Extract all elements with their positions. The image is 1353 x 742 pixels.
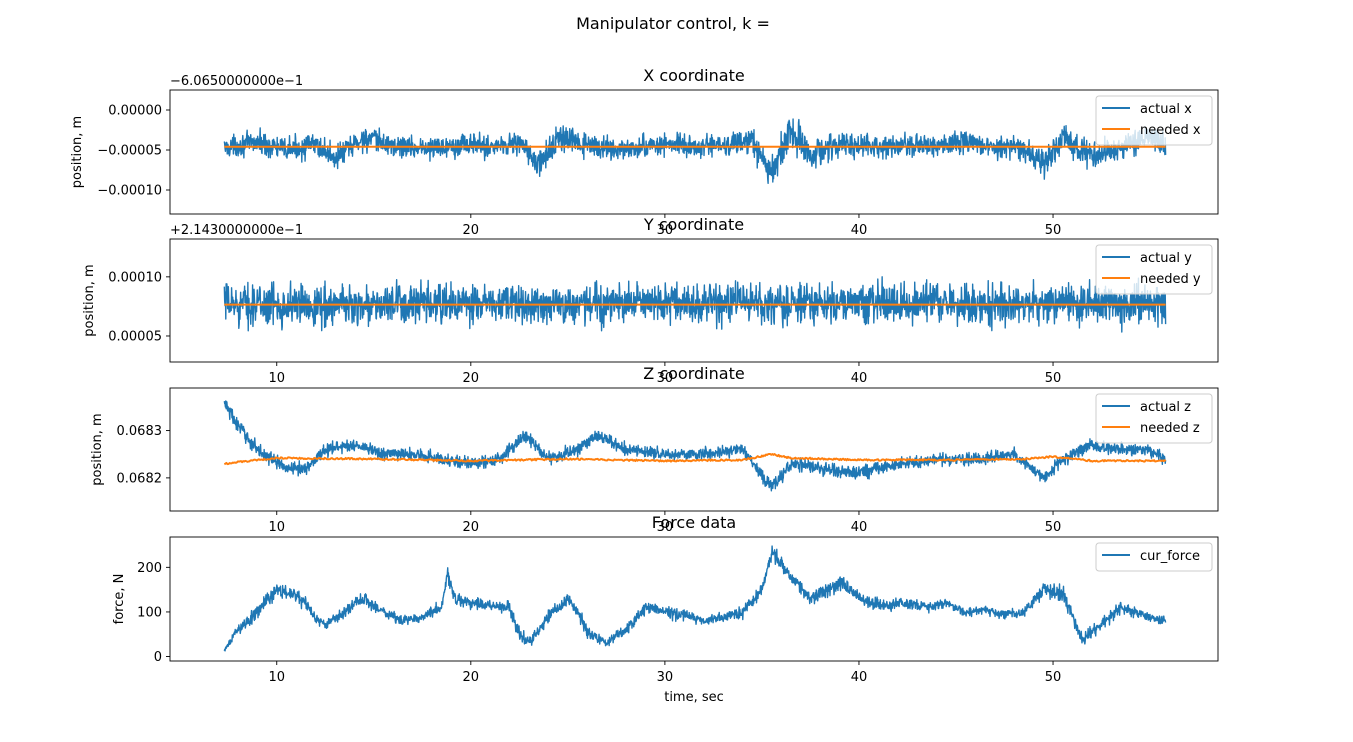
x-tick-label: 40	[851, 670, 868, 685]
x-tick-label: 50	[1045, 670, 1062, 685]
x-tick-label: 30	[657, 520, 674, 535]
x-tick-label: 30	[657, 670, 674, 685]
x-tick-label: 40	[851, 223, 868, 238]
x-tick-label: 10	[268, 670, 285, 685]
x-tick-label: 20	[463, 520, 480, 535]
axes-frame	[169, 89, 1219, 215]
y-offset-text: −6.0650000000e−1	[170, 74, 303, 89]
y-axis-label: position, m	[82, 264, 97, 336]
y-tick-label: −0.00010	[97, 184, 162, 199]
legend: actual y needed y	[1095, 244, 1213, 295]
subplot-title: Force data	[652, 513, 736, 532]
x-tick-label: 50	[1045, 371, 1062, 386]
y-tick-label: 0.00005	[108, 329, 162, 344]
series-line-cur-force	[223, 545, 1167, 652]
plot-area	[223, 118, 1167, 185]
x-tick-label: 10	[268, 371, 285, 386]
x-tick-label: 10	[268, 520, 285, 535]
y-offset-text: +2.1430000000e−1	[170, 223, 303, 238]
legend-entry: needed z	[1140, 421, 1200, 436]
x-tick-label: 20	[463, 223, 480, 238]
subplot-title: X coordinate	[643, 66, 744, 85]
subplot-title: Z coordinate	[643, 364, 744, 383]
y-tick-label: 0.00010	[108, 270, 162, 285]
subplot-2: 10 20 30 40 50 0.00005 0.00010 Y coordinate +2.1…	[82, 215, 1219, 386]
figure-title: Manipulator control, k =	[576, 14, 770, 33]
x-tick-label: 20	[463, 670, 480, 685]
x-tick-label: 30	[657, 223, 674, 238]
series-line-actual-y	[223, 276, 1167, 333]
y-tick-label: 100	[137, 605, 162, 620]
y-tick-label: 200	[137, 561, 162, 576]
x-tick-label: 50	[1045, 223, 1062, 238]
series-line-needed-z	[223, 452, 1167, 466]
legend-entry: needed y	[1140, 272, 1201, 287]
subplot-3: 10 20 30 40 50 0.0682 0.0683 Z coordinate positi…	[90, 364, 1219, 535]
series-line-actual-z	[223, 400, 1167, 492]
x-tick-label: 40	[851, 371, 868, 386]
x-tick-label: 30	[657, 371, 674, 386]
axes-frame	[169, 536, 1219, 662]
y-tick-label: 0.0683	[117, 424, 163, 439]
axes-frame	[169, 387, 1219, 512]
y-tick-label: 0.00000	[108, 104, 162, 119]
legend-entry: needed x	[1140, 123, 1201, 138]
legend-entry: cur_force	[1140, 549, 1200, 564]
y-tick-label: −0.00005	[97, 144, 162, 159]
y-axis-label: position, m	[70, 116, 85, 188]
plot-area	[223, 400, 1167, 492]
y-tick-label: 0	[154, 650, 162, 665]
y-tick-label: 0.0682	[117, 471, 163, 486]
legend: actual z needed z	[1095, 393, 1213, 444]
legend-box	[1095, 542, 1213, 572]
x-tick-label: 40	[851, 520, 868, 535]
plot-area	[223, 276, 1167, 333]
x-axis-label: time, sec	[664, 690, 724, 705]
subplot-4: 10 20 30 40 50 0 100 200 Force data force, N time,…	[112, 513, 1219, 705]
legend-entry: actual x	[1140, 102, 1192, 117]
axes-frame	[169, 238, 1219, 363]
legend-entry: actual z	[1140, 400, 1191, 415]
x-tick-label: 20	[463, 371, 480, 386]
y-axis-label: position, m	[90, 413, 105, 485]
y-axis-label: force, N	[112, 574, 127, 625]
legend: cur_force	[1095, 542, 1213, 572]
legend: actual x needed x	[1095, 95, 1213, 146]
x-tick-label: 50	[1045, 520, 1062, 535]
plot-area	[223, 545, 1167, 652]
subplot-title: Y coordinate	[643, 215, 744, 234]
series-line-actual-x	[223, 118, 1167, 185]
legend-entry: actual y	[1140, 251, 1192, 266]
subplot-1: 20 30 40 50 −0.00010 −0.00005 0.00000 X coordin…	[70, 66, 1219, 238]
